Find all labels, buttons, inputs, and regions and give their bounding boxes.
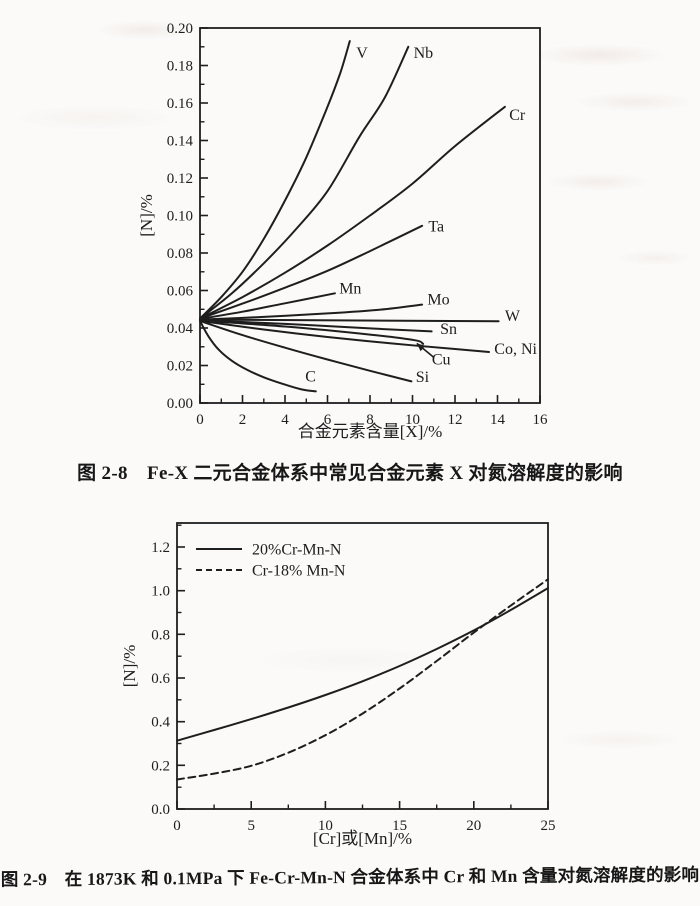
series-curve-Nb	[199, 45, 410, 320]
y-tick-label: 0.4	[151, 715, 170, 731]
series-curve-C	[199, 319, 317, 393]
series-curve-Si	[199, 319, 413, 383]
y-axis-label: [N]/%	[137, 194, 156, 236]
series-label-V: V	[356, 45, 368, 62]
annotation-arrow-head	[416, 343, 426, 352]
x-tick-label: 14	[490, 412, 506, 428]
y-tick-label: 0.00	[167, 396, 193, 412]
series-label-Cr: Cr	[509, 107, 526, 124]
x-tick-label: 8	[366, 412, 374, 428]
x-tick-label: 16	[533, 412, 549, 428]
x-tick-label: 12	[448, 412, 463, 428]
y-tick-label: 0.16	[167, 96, 194, 112]
series-curve-Cr	[199, 105, 506, 320]
series-curve-V	[199, 40, 351, 320]
series-label-Co-Ni: Co, Ni	[494, 341, 537, 358]
x-axis-label: 合金元素含量[X]/%	[298, 422, 442, 441]
x-tick-label: 2	[239, 412, 247, 428]
plot-frame	[176, 522, 549, 810]
x-axis-label: [Cr]或[Mn]/%	[313, 829, 412, 848]
x-tick-label: 10	[318, 818, 333, 834]
y-tick-label: 0.06	[167, 284, 194, 300]
y-tick-label: 1.0	[151, 584, 170, 600]
x-tick-label: 0	[173, 818, 181, 834]
x-tick-label: 0	[196, 412, 204, 428]
series-label-Si: Si	[416, 369, 430, 386]
y-tick-label: 0.14	[167, 134, 194, 150]
y-axis-label: [N]/%	[120, 645, 139, 687]
y-tick-label: 0.18	[167, 59, 193, 75]
x-tick-label: 4	[281, 412, 289, 428]
series-label-Ta: Ta	[428, 218, 444, 235]
series-label-C: C	[305, 368, 316, 385]
figure-2-9-caption: 图 2-9 在 1873K 和 0.1MPa 下 Fe-Cr-Mn-N 合金体系…	[0, 864, 700, 890]
series-curve-20-Cr-Mn-N	[176, 587, 549, 742]
y-tick-label: 0.04	[167, 321, 194, 337]
series-label-Sn: Sn	[440, 321, 457, 338]
series-curve-Sn	[199, 319, 433, 333]
series-curve-Mn	[199, 292, 336, 320]
x-tick-label: 5	[247, 818, 255, 834]
x-tick-label: 20	[466, 818, 481, 834]
x-tick-label: 10	[405, 412, 420, 428]
series-curve-W	[199, 318, 500, 323]
y-tick-label: 0.20	[167, 21, 193, 37]
series-label-W: W	[505, 308, 521, 325]
y-tick-label: 0.08	[167, 246, 193, 262]
series-curve-Mo	[199, 303, 424, 321]
x-tick-label: 25	[541, 818, 556, 834]
figure-2-9-chart: 0 5 10 15 20 25 0.0 0.2 0.4 0.6 0.8 1.0 1.2 [Cr]或[Mn]…	[120, 522, 556, 848]
x-tick-label: 15	[392, 818, 407, 834]
series-curve-Cu	[199, 319, 425, 345]
legend-label: Cr-18% Mn-N	[252, 563, 346, 580]
series-curve-Cr-18-Mn-N	[176, 578, 549, 781]
y-tick-label: 0.02	[167, 359, 193, 375]
y-tick-label: 1.2	[151, 540, 170, 556]
series-label-Mn: Mn	[339, 280, 361, 297]
series-curve-Co-Ni	[199, 319, 490, 353]
y-tick-label: 0.10	[167, 209, 193, 225]
series-label-Nb: Nb	[414, 45, 434, 62]
series-curve-Ta	[199, 224, 424, 320]
x-tick-label: 6	[324, 412, 332, 428]
figure-2-8-chart: 0 2 4 6 8 10 12 14 16 0.00 0.02 0.04 0.06 0.08 0.10 0.1…	[137, 21, 549, 441]
legend-label: 20%Cr-Mn-N	[252, 542, 342, 559]
y-tick-label: 0.6	[151, 671, 170, 687]
y-tick-label: 0.0	[151, 802, 170, 818]
y-tick-label: 0.8	[151, 627, 170, 643]
annotation-text: Cu	[432, 352, 451, 369]
y-tick-label: 0.12	[167, 171, 193, 187]
series-label-Mo: Mo	[427, 292, 449, 309]
y-tick-label: 0.2	[151, 758, 170, 774]
figure-2-8-caption: 图 2-8 Fe-X 二元合金体系中常见合金元素 X 对氮溶解度的影响	[77, 463, 623, 484]
